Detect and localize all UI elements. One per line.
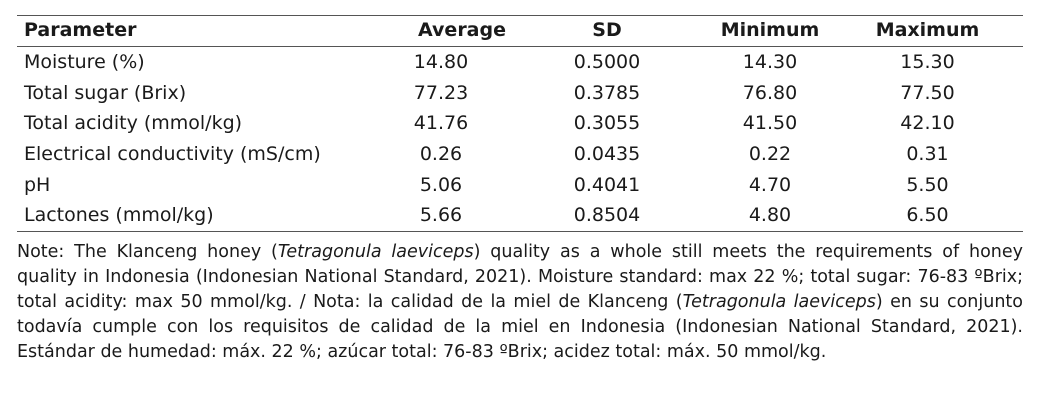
cell-sd: 0.5000 (573, 51, 641, 74)
cell-maximum: 42.10 (900, 112, 955, 135)
header-average: Average (376, 15, 506, 47)
cell-maximum: 6.50 (832, 199, 1023, 232)
cell-sd: 0.3785 (573, 81, 641, 104)
cell-minimum: 0.22 (748, 143, 792, 166)
species-name: Tetragonula laeviceps (277, 242, 474, 262)
cell-sd: 0.8504 (506, 199, 708, 232)
cell-average: 0.26 (419, 143, 463, 166)
cell-average: 41.76 (413, 112, 469, 135)
cell-minimum: 41.50 (742, 112, 798, 135)
table-row: Total sugar (Brix) 77.23 0.3785 76.80 77… (17, 78, 1023, 109)
cell-sd: 0.0435 (573, 143, 641, 166)
cell-maximum: 77.50 (900, 81, 955, 104)
cell-average: 5.66 (376, 199, 506, 232)
cell-sd: 0.3055 (573, 112, 641, 135)
table-row: pH 5.06 0.4041 4.70 5.50 (17, 169, 1023, 200)
cell-minimum: 4.80 (708, 199, 832, 232)
cell-parameter: pH (24, 173, 51, 196)
cell-average: 14.80 (413, 51, 469, 74)
cell-average: 77.23 (413, 81, 469, 104)
cell-sd: 0.4041 (573, 173, 641, 196)
header-minimum: Minimum (708, 15, 832, 47)
cell-minimum: 4.70 (748, 173, 792, 196)
note-text-2: ) quality as a whole still meets the req… (17, 242, 1024, 312)
cell-average: 5.06 (419, 173, 463, 196)
header-parameter: Parameter (17, 15, 376, 47)
table-row: Lactones (mmol/kg) 5.66 0.8504 4.80 6.50 (17, 199, 1023, 232)
cell-maximum: 15.30 (900, 51, 955, 74)
cell-maximum: 0.31 (906, 143, 949, 166)
cell-parameter: Electrical conductivity (mS/cm) (24, 143, 321, 166)
cell-parameter: Moisture (%) (24, 51, 145, 74)
table-row: Electrical conductivity (mS/cm) 0.26 0.0… (17, 139, 1023, 170)
cell-maximum: 5.50 (906, 173, 949, 196)
cell-parameter: Total sugar (Brix) (24, 81, 187, 104)
honey-quality-table: Parameter Average SD Minimum Maximum Moi… (17, 15, 1023, 232)
table-header-row: Parameter Average SD Minimum Maximum (17, 15, 1023, 47)
table-row: Moisture (%) 14.80 0.5000 14.30 15.30 (17, 47, 1023, 78)
cell-parameter: Total acidity (mmol/kg) (24, 112, 243, 135)
header-sd: SD (506, 15, 708, 47)
header-maximum: Maximum (832, 15, 1023, 47)
table-row: Total acidity (mmol/kg) 41.76 0.3055 41.… (17, 108, 1023, 139)
cell-minimum: 76.80 (742, 81, 798, 104)
table-note: Note: The Klanceng honey (Tetragonula la… (17, 240, 1023, 365)
species-name: Tetragonula laeviceps (682, 292, 876, 312)
note-text-3: ) en su conjunto todavía cumple con los … (17, 292, 1024, 362)
note-text-1: Note: The Klanceng honey ( (17, 242, 278, 262)
cell-parameter: Lactones (mmol/kg) (17, 199, 376, 232)
cell-minimum: 14.30 (742, 51, 798, 74)
